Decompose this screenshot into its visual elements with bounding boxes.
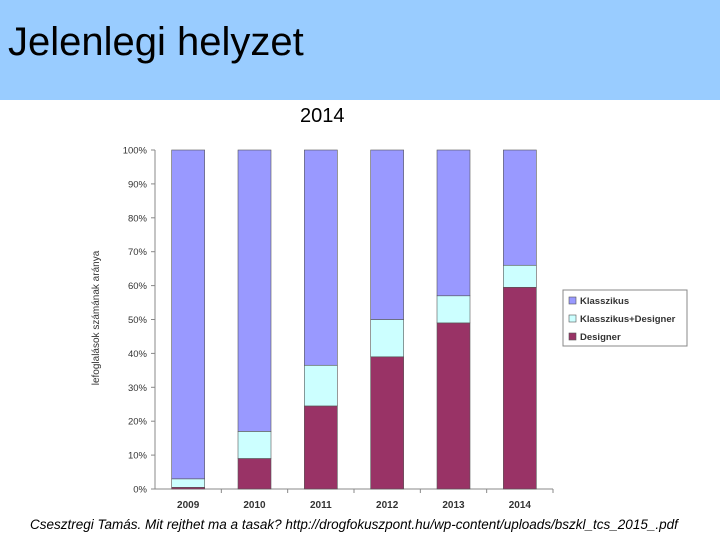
bar-segment (370, 319, 404, 358)
bar-segment (237, 431, 272, 459)
y-tick-label: 60% (128, 281, 148, 292)
y-tick-label: 80% (128, 213, 148, 224)
legend-swatch (568, 314, 577, 323)
x-tick-label: 2012 (376, 500, 399, 511)
y-axis-label: lefoglalások számának aránya (91, 250, 102, 385)
bar-segment (370, 149, 404, 320)
bar-segment (436, 295, 471, 324)
y-tick-label: 20% (128, 417, 148, 428)
chart-subtitle: 2014 (300, 105, 345, 127)
bar-segment (503, 149, 537, 266)
legend-label: Klasszikus+Designer (580, 314, 676, 325)
x-tick-label: 2009 (177, 500, 200, 511)
legend-swatch (568, 332, 577, 341)
legend-box (562, 289, 688, 347)
x-tick-label: 2010 (243, 500, 266, 511)
y-tick-label: 30% (128, 383, 148, 394)
bar-segment (436, 149, 471, 297)
bar-segment (171, 149, 205, 480)
bar-segment (304, 405, 338, 490)
title-bar (0, 0, 720, 100)
bar-segment (237, 458, 272, 490)
bar-segment (237, 149, 272, 432)
bar-segment (503, 286, 537, 490)
legend-label: Klasszikus (580, 296, 629, 307)
bar-segment (171, 478, 205, 488)
y-tick-label: 100% (123, 146, 148, 157)
y-tick-label: 0% (133, 485, 147, 496)
y-tick-label: 70% (128, 247, 148, 258)
bar-segment (304, 364, 338, 407)
x-tick-label: 2014 (509, 500, 532, 511)
bar-segment (436, 322, 471, 490)
legend-label: Designer (580, 332, 621, 343)
y-tick-label: 10% (128, 451, 148, 462)
legend-swatch (568, 296, 577, 305)
bar-segment (304, 149, 338, 366)
x-tick-label: 2011 (310, 500, 332, 511)
y-tick-label: 50% (128, 315, 148, 326)
y-tick-label: 40% (128, 349, 148, 360)
slide-title: Jelenlegi helyzet (8, 20, 304, 64)
bar-segment (503, 264, 537, 288)
bar-segment (370, 356, 404, 490)
y-tick-label: 90% (128, 179, 148, 190)
x-tick-label: 2013 (442, 500, 465, 511)
source-citation: Csesztregi Tamás. Mit rejthet ma a tasak… (30, 517, 678, 532)
